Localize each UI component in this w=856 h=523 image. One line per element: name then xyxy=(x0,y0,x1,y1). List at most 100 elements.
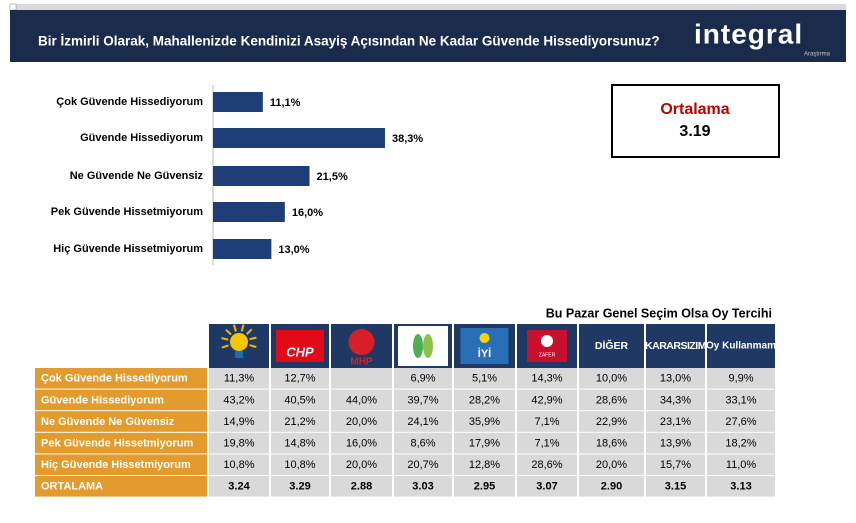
table-cell xyxy=(209,389,269,411)
cell-value: 3.15 xyxy=(665,481,686,493)
logo-circle xyxy=(348,329,375,355)
table-cell xyxy=(579,432,644,454)
table-cell xyxy=(394,411,452,432)
bar xyxy=(213,128,385,148)
column-header xyxy=(646,324,705,368)
row-label-cell xyxy=(35,389,207,411)
table-cell xyxy=(394,368,452,389)
table-cell xyxy=(454,368,515,389)
cell-value: 20,0% xyxy=(596,459,627,471)
cell-value: 14,3% xyxy=(531,373,562,385)
table-cell xyxy=(271,432,329,454)
category-label: Ne Güvende Ne Güvensiz xyxy=(70,170,204,182)
cell-value: 3.13 xyxy=(730,481,751,493)
cell-value: 17,9% xyxy=(469,438,500,450)
table-cell xyxy=(331,389,392,411)
cell-value: 28,6% xyxy=(596,394,627,406)
category-label: Güvende Hissediyorum xyxy=(80,132,203,144)
table-title: Bu Pazar Genel Seçim Olsa Oy Tercihi xyxy=(546,306,772,320)
category-label: Hiç Güvende Hissetmiyorum xyxy=(53,243,203,255)
cell-value: 16,0% xyxy=(346,438,377,450)
logo-ray xyxy=(233,324,237,332)
cell-value: 7,1% xyxy=(534,438,559,450)
cell-value: 13,9% xyxy=(660,438,691,450)
table-cell xyxy=(209,432,269,454)
value-label: 21,5% xyxy=(317,171,348,183)
table-cell xyxy=(646,476,705,497)
cell-value: 14,8% xyxy=(284,438,315,450)
cell-value: 18,2% xyxy=(725,438,756,450)
cell-value: 42,9% xyxy=(531,394,562,406)
table-cell xyxy=(331,454,392,475)
table-cell xyxy=(209,411,269,432)
table-cell xyxy=(517,454,577,475)
cell-value: 19,8% xyxy=(223,438,254,450)
table-cell xyxy=(579,476,644,497)
table-cell xyxy=(517,389,577,411)
header-title: Bir İzmirli Olarak, Mahallenizde Kendini… xyxy=(38,34,660,49)
table-cell xyxy=(331,411,392,432)
logo-ray xyxy=(221,344,229,349)
cell-value: 12,7% xyxy=(284,373,315,385)
row-label: Ne Güvende Ne Güvensiz xyxy=(41,416,175,428)
table-cell xyxy=(579,411,644,432)
row-label-cell xyxy=(35,476,207,497)
cell-value: 8,6% xyxy=(410,438,435,450)
cell-value: 39,7% xyxy=(407,394,438,406)
cell-value: 34,3% xyxy=(660,394,691,406)
cell-value: 18,6% xyxy=(596,438,627,450)
table-cell xyxy=(707,454,775,475)
value-label: 13,0% xyxy=(278,244,309,256)
table-cell xyxy=(579,454,644,475)
cell-value: 3.03 xyxy=(412,481,433,493)
cell-value: 22,9% xyxy=(596,416,627,428)
cell-value: 44,0% xyxy=(346,394,377,406)
bar xyxy=(213,92,263,112)
value-label: 16,0% xyxy=(292,207,323,219)
row-label-cell xyxy=(35,368,207,389)
cell-value: 43,2% xyxy=(223,394,254,406)
table-cell xyxy=(517,411,577,432)
bar xyxy=(213,239,272,259)
cell-value: 3.24 xyxy=(228,481,250,493)
cell-value: 2.95 xyxy=(474,481,495,493)
logo-text: ZAFER xyxy=(539,352,556,358)
value-label: 38,3% xyxy=(392,133,423,145)
cell-value: 21,2% xyxy=(284,416,315,428)
table-cell xyxy=(707,476,775,497)
logo-ray xyxy=(249,336,257,341)
category-label: Pek Güvende Hissetmiyorum xyxy=(51,206,203,218)
table-cell xyxy=(707,432,775,454)
cell-value: 2.90 xyxy=(601,481,622,493)
cell-value: 20,7% xyxy=(407,459,438,471)
header-strip xyxy=(10,4,846,10)
table-cell xyxy=(517,476,577,497)
cell-value: 2.88 xyxy=(351,481,372,493)
table-cell xyxy=(646,389,705,411)
cell-value: 28,6% xyxy=(531,459,562,471)
logo-circle xyxy=(541,335,553,347)
logo-sub: Araştırma xyxy=(804,52,831,58)
row-label: Pek Güvende Hissetmiyorum xyxy=(41,438,193,450)
table-cell xyxy=(271,368,329,389)
cell-value: 27,6% xyxy=(725,416,756,428)
table-cell xyxy=(271,389,329,411)
row-label-cell xyxy=(35,411,207,432)
table-cell xyxy=(394,432,452,454)
table-cell xyxy=(454,432,515,454)
table-cell xyxy=(394,389,452,411)
table-cell xyxy=(517,432,577,454)
table-cell xyxy=(271,476,329,497)
table-cell xyxy=(454,454,515,475)
cell-value: 10,8% xyxy=(223,459,254,471)
logo-sun xyxy=(479,333,490,343)
cell-value: 28,2% xyxy=(469,394,500,406)
row-label: Çok Güvende Hissediyorum xyxy=(41,373,188,385)
cell-value: 15,7% xyxy=(660,459,691,471)
value-label: 11,1% xyxy=(270,97,301,109)
table-cell xyxy=(331,368,392,389)
table-cell xyxy=(271,411,329,432)
average-value: 3.19 xyxy=(679,123,710,140)
column-header xyxy=(707,324,775,368)
